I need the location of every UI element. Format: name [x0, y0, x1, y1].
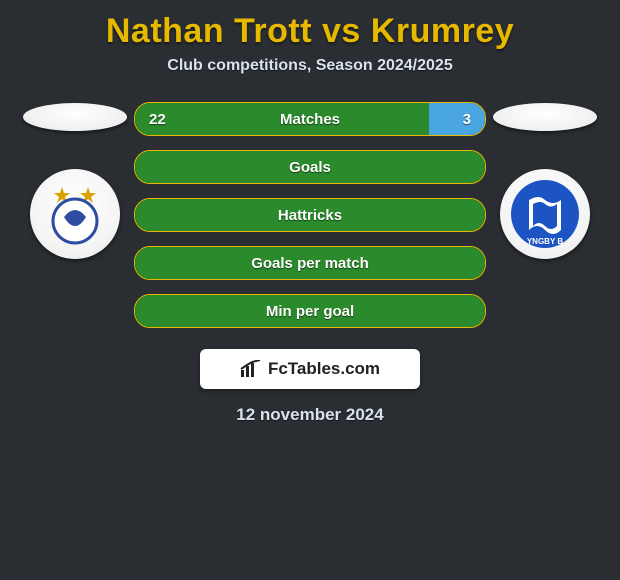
stat-label: Min per goal: [135, 295, 485, 327]
stat-bar-hattricks: Hattricks: [134, 198, 486, 232]
brand-badge: FcTables.com: [200, 349, 420, 389]
page-title: Nathan Trott vs Krumrey: [0, 12, 620, 51]
stat-label: Goals per match: [135, 247, 485, 279]
right-club-crest: YNGBY B: [500, 169, 590, 259]
right-player-placeholder: [493, 103, 597, 131]
stat-bar-goals: Goals: [134, 150, 486, 184]
stat-label: Hattricks: [135, 199, 485, 231]
right-player-col: YNGBY B: [490, 95, 600, 259]
brand-label: FcTables.com: [268, 359, 380, 379]
right-crest-icon: YNGBY B: [509, 178, 581, 250]
left-club-crest: [30, 169, 120, 259]
stat-label: Matches: [135, 103, 485, 135]
stat-bars: 22 Matches 3 Goals Hattricks: [130, 95, 490, 425]
stat-bar-gpm: Goals per match: [134, 246, 486, 280]
stat-right-value: 3: [463, 103, 471, 135]
comparison-row: 22 Matches 3 Goals Hattricks: [0, 95, 620, 425]
left-crest-icon: [42, 181, 108, 247]
svg-text:YNGBY B: YNGBY B: [527, 237, 564, 246]
stat-bar-mpg: Min per goal: [134, 294, 486, 328]
stat-bar-matches: 22 Matches 3: [134, 102, 486, 136]
chart-icon: [240, 360, 262, 378]
subtitle: Club competitions, Season 2024/2025: [0, 57, 620, 75]
date-label: 12 november 2024: [236, 405, 383, 425]
left-player-col: [20, 95, 130, 259]
stat-label: Goals: [135, 151, 485, 183]
left-player-placeholder: [23, 103, 127, 131]
